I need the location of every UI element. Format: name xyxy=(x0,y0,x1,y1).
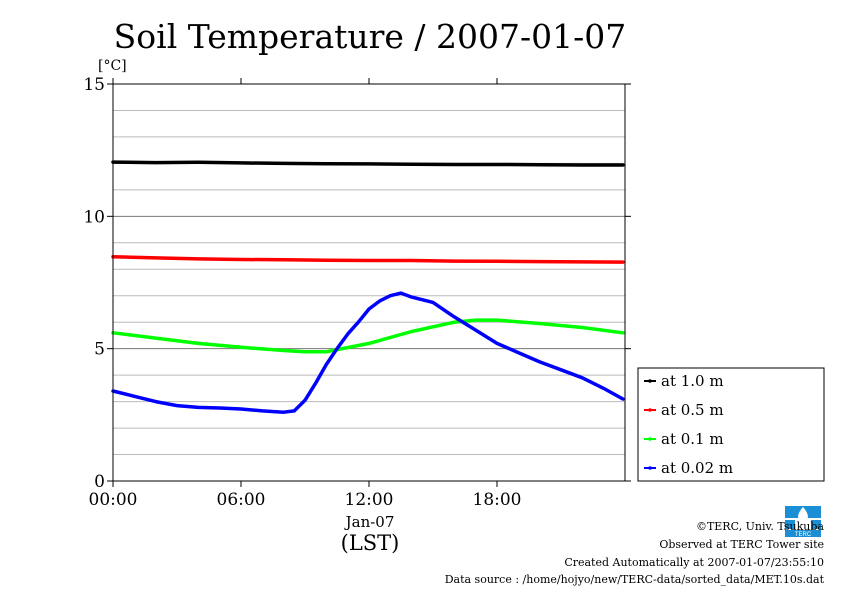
legend-box xyxy=(637,367,825,482)
y-tick-label: 15 xyxy=(83,75,105,95)
series-lines xyxy=(111,160,625,414)
legend-label: at 0.1 m xyxy=(661,430,724,448)
x-axis-ticks: 00:00 06:00 12:00 18:00 xyxy=(89,78,522,510)
series-line-1 xyxy=(111,255,625,264)
y-tick-label: 10 xyxy=(83,207,105,227)
y-tick-label: 0 xyxy=(94,472,105,492)
y-tick-label: 5 xyxy=(94,340,105,360)
legend-label: at 0.02 m xyxy=(661,459,733,477)
chart-title: Soil Temperature / 2007-01-07 xyxy=(114,17,627,56)
x-tick-label: 06:00 xyxy=(217,490,266,510)
svg-text:TERC: TERC xyxy=(795,532,812,538)
series-line-3 xyxy=(111,291,625,414)
legend-label: at 1.0 m xyxy=(661,372,724,390)
copyright-text: ©TERC, Univ. Tsukuba xyxy=(695,520,824,533)
data-source-text: Data source : /home/hojyo/new/TERC-data/… xyxy=(444,573,824,586)
legend-label: at 0.5 m xyxy=(661,401,724,419)
terc-logo-icon: TERC xyxy=(783,502,823,538)
series-line-2 xyxy=(111,318,625,354)
x-axis-title: (LST) xyxy=(341,531,400,555)
plot-frame xyxy=(112,83,626,482)
legend-marker xyxy=(648,379,652,383)
observed-site-text: Observed at TERC Tower site xyxy=(659,538,824,551)
legend-marker xyxy=(648,408,652,412)
x-axis-date-label: Jan-07 xyxy=(344,513,395,531)
legend: at 1.0 m at 0.5 m at 0.1 m at 0.02 m xyxy=(637,367,825,482)
legend-marker xyxy=(648,466,652,470)
legend-marker xyxy=(648,437,652,441)
x-tick-label: 00:00 xyxy=(89,490,138,510)
x-tick-label: 12:00 xyxy=(345,490,394,510)
x-tick-label: 18:00 xyxy=(473,490,522,510)
series-line-0 xyxy=(111,160,625,167)
y-axis-ticks: 0 5 10 15 xyxy=(83,75,631,492)
created-timestamp-text: Created Automatically at 2007-01-07/23:5… xyxy=(564,556,824,569)
y-axis-unit: [°C] xyxy=(98,58,127,74)
